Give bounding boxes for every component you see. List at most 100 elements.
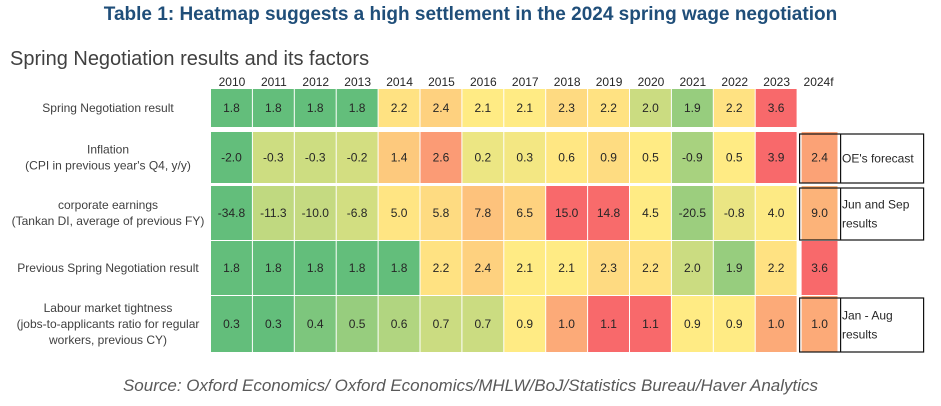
cell-value: 0.5 bbox=[642, 151, 659, 165]
cell-value: -11.3 bbox=[260, 206, 287, 220]
forecast-note: results bbox=[842, 217, 877, 231]
cell-value: 0.6 bbox=[391, 317, 408, 331]
cell-value: 5.0 bbox=[391, 206, 408, 220]
heatmap-cell bbox=[671, 89, 713, 127]
year-label: 2023 bbox=[763, 75, 790, 89]
heatmap-cell bbox=[546, 132, 588, 183]
heatmap-cell bbox=[462, 89, 504, 127]
heatmap-cell bbox=[546, 89, 588, 127]
cell-value: 1.8 bbox=[265, 101, 282, 115]
cell-value: 2.4 bbox=[811, 151, 828, 165]
cell-value: 2.1 bbox=[516, 101, 533, 115]
heatmap-cell bbox=[801, 241, 838, 295]
cell-value: -6.8 bbox=[347, 206, 368, 220]
heatmap-cell bbox=[671, 186, 713, 240]
heatmap-cell bbox=[588, 241, 629, 295]
forecast-note: results bbox=[842, 328, 877, 342]
row-label: (CPI in previous year's Q4, y/y) bbox=[25, 159, 191, 173]
cell-value: -0.2 bbox=[347, 151, 368, 165]
year-label: 2011 bbox=[261, 75, 287, 89]
heatmap-cell bbox=[713, 296, 755, 352]
cell-value: 2.1 bbox=[475, 101, 492, 115]
cell-value: 2.0 bbox=[684, 261, 701, 275]
year-label: 2017 bbox=[512, 75, 539, 89]
heatmap-cell bbox=[755, 89, 797, 127]
heatmap-cell bbox=[630, 241, 671, 295]
cell-value: -2.0 bbox=[221, 151, 242, 165]
heatmap-cell bbox=[252, 186, 294, 240]
cell-value: 1.0 bbox=[768, 317, 785, 331]
heatmap-cell bbox=[671, 241, 713, 295]
cell-value: 2.0 bbox=[642, 101, 659, 115]
forecast-box bbox=[798, 297, 925, 353]
heatmap-cell bbox=[546, 241, 588, 295]
heatmap-cell bbox=[211, 296, 252, 352]
cell-value: 2.4 bbox=[475, 261, 492, 275]
row-label: Spring Negotiation result bbox=[42, 101, 174, 115]
chart-subtitle: Spring Negotiation results and its facto… bbox=[10, 48, 370, 70]
heatmap-cell bbox=[713, 132, 755, 183]
heatmap-cell bbox=[546, 296, 588, 352]
heatmap-cell bbox=[588, 89, 629, 127]
heatmap-cell bbox=[294, 132, 336, 183]
heatmap-cell bbox=[801, 186, 838, 240]
cell-value: -10.0 bbox=[302, 206, 330, 220]
heatmap-cell bbox=[378, 132, 420, 183]
cell-value: 0.3 bbox=[516, 151, 533, 165]
heatmap-cell bbox=[713, 89, 755, 127]
heatmap-cell bbox=[504, 132, 546, 183]
cell-value: -0.8 bbox=[724, 206, 745, 220]
heatmap-cell bbox=[630, 132, 671, 183]
heatmap-cell bbox=[420, 132, 462, 183]
heatmap-cell bbox=[462, 186, 504, 240]
cell-value: 2.2 bbox=[642, 261, 659, 275]
heatmap-cell bbox=[671, 296, 713, 352]
forecast-box bbox=[798, 187, 925, 241]
cell-value: 2.3 bbox=[600, 261, 617, 275]
cell-value: 0.9 bbox=[600, 151, 617, 165]
row-label: (jobs-to-applicants ratio for regular bbox=[17, 317, 200, 331]
year-label: 2010 bbox=[219, 75, 246, 89]
cell-value: 2.1 bbox=[516, 261, 533, 275]
chart-title: Table 1: Heatmap suggests a high settlem… bbox=[103, 4, 838, 25]
cell-value: 4.0 bbox=[768, 206, 785, 220]
heatmap-cell bbox=[630, 186, 671, 240]
heatmap-cell bbox=[211, 186, 252, 240]
forecast-note: Jan - Aug bbox=[842, 309, 893, 323]
heatmap-cell bbox=[294, 89, 336, 127]
cell-value: 0.7 bbox=[433, 317, 450, 331]
heatmap-cell bbox=[252, 241, 294, 295]
cell-value: 1.0 bbox=[558, 317, 575, 331]
cell-value: 2.2 bbox=[768, 261, 785, 275]
heatmap-cell bbox=[336, 296, 378, 352]
heatmap-cell bbox=[713, 186, 755, 240]
cell-value: -0.3 bbox=[305, 151, 326, 165]
cell-value: 1.8 bbox=[307, 101, 324, 115]
cell-value: 1.9 bbox=[684, 101, 701, 115]
heatmap-cell bbox=[420, 241, 462, 295]
cell-value: 0.2 bbox=[475, 151, 492, 165]
cell-value: 3.9 bbox=[768, 151, 785, 165]
heatmap-cell bbox=[294, 186, 336, 240]
row-label: Previous Spring Negotiation result bbox=[17, 261, 199, 275]
heatmap-cell bbox=[462, 132, 504, 183]
cell-value: 1.8 bbox=[349, 101, 366, 115]
cell-value: 0.7 bbox=[475, 317, 492, 331]
cell-value: 2.2 bbox=[391, 101, 408, 115]
year-label: 2018 bbox=[554, 75, 581, 89]
year-label: 2015 bbox=[428, 75, 455, 89]
heatmap-cell bbox=[294, 296, 336, 352]
heatmap-cell bbox=[755, 241, 797, 295]
heatmap-cell bbox=[504, 296, 546, 352]
cell-value: 14.8 bbox=[597, 206, 621, 220]
heatmap-cell bbox=[713, 241, 755, 295]
heatmap-cell bbox=[378, 241, 420, 295]
heatmap-cell bbox=[755, 186, 797, 240]
cell-value: 2.6 bbox=[433, 151, 450, 165]
heatmap-cell bbox=[504, 89, 546, 127]
cell-value: 15.0 bbox=[555, 206, 579, 220]
cell-value: 1.1 bbox=[600, 317, 617, 331]
heatmap-cell bbox=[336, 89, 378, 127]
heatmap-cell bbox=[546, 186, 588, 240]
cell-value: 1.8 bbox=[391, 261, 408, 275]
